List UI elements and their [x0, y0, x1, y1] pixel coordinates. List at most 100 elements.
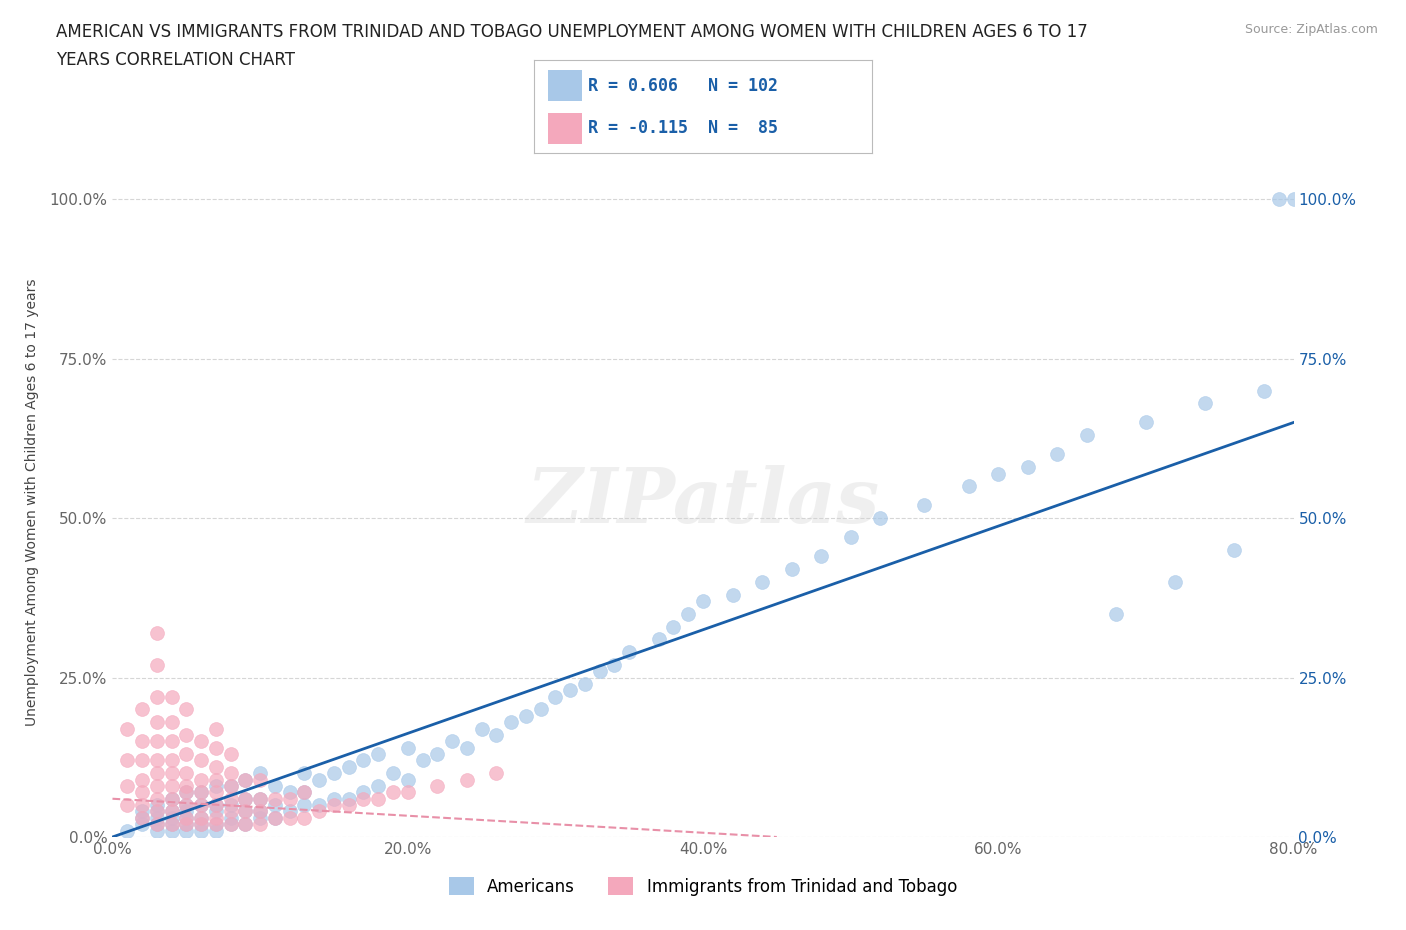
- Point: [603, 658, 626, 672]
- Point: [987, 466, 1010, 481]
- Point: [352, 753, 374, 768]
- Point: [160, 817, 183, 831]
- Point: [205, 817, 228, 831]
- Point: [146, 804, 169, 819]
- Point: [131, 798, 153, 813]
- Point: [190, 785, 212, 800]
- Point: [146, 734, 169, 749]
- Point: [219, 810, 242, 825]
- Point: [914, 498, 936, 512]
- Point: [501, 715, 523, 730]
- Point: [810, 549, 832, 564]
- Point: [515, 709, 537, 724]
- Point: [249, 772, 271, 787]
- Point: [146, 791, 169, 806]
- Point: [292, 785, 315, 800]
- Point: [219, 798, 242, 813]
- Point: [411, 753, 433, 768]
- Point: [544, 689, 567, 704]
- Point: [233, 772, 256, 787]
- Point: [174, 785, 197, 800]
- Point: [233, 817, 256, 831]
- Point: [174, 765, 197, 780]
- Point: [308, 798, 330, 813]
- Point: [190, 823, 212, 838]
- Point: [367, 747, 389, 762]
- Point: [146, 804, 169, 819]
- Point: [146, 753, 169, 768]
- Point: [470, 721, 494, 736]
- Point: [1164, 575, 1187, 590]
- Point: [396, 740, 419, 755]
- Point: [278, 785, 301, 800]
- Point: [264, 791, 287, 806]
- Point: [249, 804, 271, 819]
- Point: [352, 785, 374, 800]
- Point: [292, 785, 315, 800]
- Point: [396, 785, 419, 800]
- Point: [249, 791, 271, 806]
- Point: [160, 810, 183, 825]
- Point: [233, 772, 256, 787]
- Point: [190, 817, 212, 831]
- Point: [396, 772, 419, 787]
- Point: [174, 798, 197, 813]
- Point: [219, 778, 242, 793]
- Point: [190, 810, 212, 825]
- Point: [219, 765, 242, 780]
- Point: [292, 765, 315, 780]
- Point: [558, 683, 582, 698]
- Bar: [548, 70, 582, 101]
- Point: [190, 772, 212, 787]
- Point: [146, 715, 169, 730]
- Point: [160, 804, 183, 819]
- Point: [1253, 383, 1275, 398]
- Point: [146, 778, 169, 793]
- Point: [1268, 192, 1291, 206]
- Point: [382, 785, 405, 800]
- Point: [160, 715, 183, 730]
- Point: [146, 810, 169, 825]
- Point: [264, 810, 287, 825]
- Point: [367, 778, 389, 793]
- Point: [205, 804, 228, 819]
- Point: [529, 702, 551, 717]
- Point: [174, 778, 197, 793]
- Point: [160, 734, 183, 749]
- Point: [678, 606, 700, 621]
- Point: [117, 798, 138, 813]
- Point: [131, 753, 153, 768]
- Point: [174, 798, 197, 813]
- Point: [190, 785, 212, 800]
- Point: [337, 798, 360, 813]
- Point: [219, 778, 242, 793]
- Point: [367, 791, 389, 806]
- Point: [190, 734, 212, 749]
- Point: [160, 791, 183, 806]
- Point: [146, 817, 169, 831]
- Point: [485, 727, 508, 742]
- Point: [249, 765, 271, 780]
- Point: [323, 798, 346, 813]
- Point: [426, 778, 449, 793]
- Point: [190, 798, 212, 813]
- Point: [219, 804, 242, 819]
- Point: [146, 765, 169, 780]
- Point: [174, 810, 197, 825]
- Point: [190, 753, 212, 768]
- Point: [131, 810, 153, 825]
- Point: [264, 798, 287, 813]
- Point: [131, 785, 153, 800]
- Text: ZIPatlas: ZIPatlas: [526, 465, 880, 539]
- Point: [249, 804, 271, 819]
- Point: [131, 772, 153, 787]
- Point: [219, 817, 242, 831]
- Point: [205, 760, 228, 775]
- Point: [323, 765, 346, 780]
- Point: [839, 530, 862, 545]
- Point: [869, 511, 891, 525]
- Point: [1076, 428, 1098, 443]
- Point: [264, 778, 287, 793]
- Point: [264, 810, 287, 825]
- Point: [308, 804, 330, 819]
